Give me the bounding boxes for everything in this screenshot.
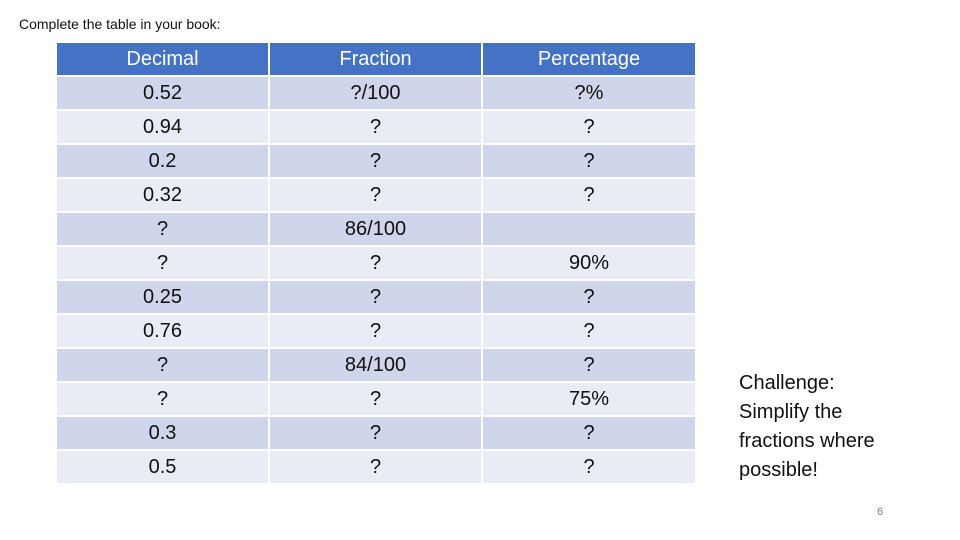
- table-row: 0.32??: [55, 177, 697, 213]
- fraction-cell: ?: [268, 449, 483, 485]
- fraction-cell: ?: [268, 143, 483, 179]
- percentage-cell: 90%: [481, 245, 697, 281]
- table-row: 0.2??: [55, 143, 697, 179]
- fraction-cell: ?: [268, 415, 483, 451]
- fraction-cell: ?: [268, 245, 483, 281]
- decimal-cell: 0.94: [55, 109, 270, 145]
- percentage-cell: ?: [481, 279, 697, 315]
- table-row: ? 84/100?: [55, 347, 697, 383]
- decimal-cell: ?: [55, 381, 270, 417]
- header-decimal: Decimal: [55, 41, 270, 77]
- decimal-cell: 0.5: [55, 449, 270, 485]
- fraction-cell: 86/100: [268, 211, 483, 247]
- table-row: 0.5??: [55, 449, 697, 485]
- decimal-cell: ?: [55, 245, 270, 281]
- table-row: ?? 90%: [55, 245, 697, 281]
- table-row: 0.94??: [55, 109, 697, 145]
- percentage-cell: ?: [481, 177, 697, 213]
- fraction-cell: ?: [268, 381, 483, 417]
- challenge-line: possible!: [739, 459, 818, 481]
- percentage-cell: [481, 211, 697, 247]
- challenge-line: fractions where: [739, 430, 875, 452]
- challenge-line: Challenge:: [739, 372, 835, 394]
- percentage-cell: ?: [481, 449, 697, 485]
- fraction-cell: ?: [268, 109, 483, 145]
- fraction-cell: ?: [268, 279, 483, 315]
- percentage-cell: ?: [481, 347, 697, 383]
- table-header-row: Decimal Fraction Percentage: [55, 41, 697, 77]
- decimal-cell: 0.76: [55, 313, 270, 349]
- percentage-cell: ?%: [481, 75, 697, 111]
- fraction-cell: ?/100: [268, 75, 483, 111]
- header-percentage: Percentage: [481, 41, 697, 77]
- decimal-cell: 0.3: [55, 415, 270, 451]
- percentage-cell: 75%: [481, 381, 697, 417]
- conversion-table: Decimal Fraction Percentage 0.52 ?/100?% 0…: [55, 41, 697, 485]
- decimal-cell: 0.25: [55, 279, 270, 315]
- fraction-cell: ?: [268, 177, 483, 213]
- table-row: 0.3??: [55, 415, 697, 451]
- table-row: 0.76??: [55, 313, 697, 349]
- page-number: 6: [877, 506, 884, 518]
- decimal-cell: ?: [55, 211, 270, 247]
- percentage-cell: ?: [481, 109, 697, 145]
- percentage-cell: ?: [481, 143, 697, 179]
- challenge-line: Simplify the: [739, 401, 843, 423]
- decimal-cell: 0.52: [55, 75, 270, 111]
- decimal-cell: ?: [55, 347, 270, 383]
- table-row: ? 86/100: [55, 211, 697, 247]
- percentage-cell: ?: [481, 313, 697, 349]
- fraction-cell: 84/100: [268, 347, 483, 383]
- table-body: 0.52 ?/100?% 0.94?? 0.2?? 0.32??? 86/100?? 90%…: [55, 75, 697, 485]
- challenge-note: Challenge: Simplify the fractions where …: [739, 369, 939, 485]
- instruction-text: Complete the table in your book:: [19, 16, 221, 32]
- table-row: 0.25??: [55, 279, 697, 315]
- decimal-cell: 0.2: [55, 143, 270, 179]
- header-fraction: Fraction: [268, 41, 483, 77]
- table-row: 0.52 ?/100?%: [55, 75, 697, 111]
- percentage-cell: ?: [481, 415, 697, 451]
- decimal-cell: 0.32: [55, 177, 270, 213]
- table-row: ?? 75%: [55, 381, 697, 417]
- fraction-cell: ?: [268, 313, 483, 349]
